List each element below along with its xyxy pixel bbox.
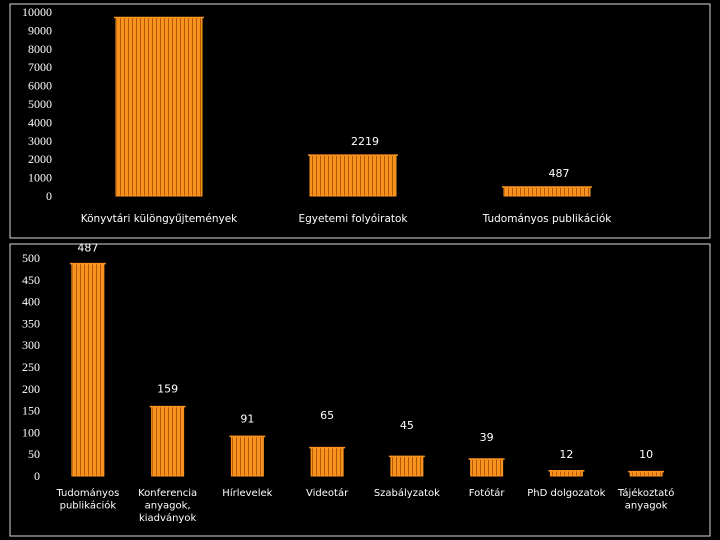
- y-tick-label: 400: [22, 295, 40, 309]
- category-label-line: anyagok,: [145, 501, 191, 512]
- category-label-line: Hírlevelek: [222, 487, 272, 499]
- bar: [309, 154, 397, 197]
- y-tick-label: 100: [22, 425, 40, 439]
- category-label-line: Fotótár: [469, 487, 506, 499]
- data-label: 12: [559, 448, 573, 461]
- y-tick-label: 0: [34, 469, 40, 483]
- bar: [390, 455, 424, 477]
- bar: [115, 17, 203, 197]
- category-label: Konferencia anyagok, kiadványok: [138, 488, 197, 524]
- category-label-line: kiadványok: [139, 512, 196, 524]
- y-tick-label: 9000: [28, 23, 52, 37]
- data-label: 487: [77, 242, 98, 255]
- category-label-line: PhD dolgozatok: [527, 488, 605, 499]
- y-tick-label: 1000: [28, 171, 52, 185]
- bottom-chart: 0 50 100 150 200 250 300 350 400 450 500 487 Tudomán…: [9, 242, 711, 537]
- y-tick-label: 3000: [28, 134, 52, 148]
- category-label: Tudományos publikációk: [482, 213, 613, 225]
- y-tick-label: 50: [28, 447, 40, 461]
- category-label: Tudományos publikációk: [55, 487, 119, 512]
- y-tick-label: 350: [22, 316, 40, 330]
- bar: [549, 470, 583, 477]
- category-label-line: Szabályzatok: [374, 487, 440, 499]
- plot-frame: [9, 3, 711, 239]
- y-tick-label: 250: [22, 360, 40, 374]
- bar: [470, 458, 504, 477]
- category-label-line: publikációk: [60, 500, 117, 512]
- y-tick-label: 150: [22, 404, 40, 418]
- category-label: Könyvtári különgyűjtemények: [81, 213, 238, 225]
- y-tick-label: 2000: [28, 152, 52, 166]
- data-label: 10: [639, 448, 653, 461]
- y-tick-label: 6000: [28, 79, 52, 93]
- data-label: 159: [157, 383, 178, 396]
- bar: [230, 435, 264, 477]
- data-label: 39: [480, 431, 494, 444]
- top-chart: 0 1000 2000 3000 4000 5000 6000 7000 8000 9000 100…: [9, 3, 711, 239]
- bar: [310, 447, 344, 477]
- data-label: 487: [549, 167, 570, 180]
- y-tick-label: 450: [22, 273, 40, 287]
- y-tick-label: 5000: [28, 97, 52, 111]
- category-label: Szabályzatok: [374, 487, 440, 499]
- category-label-line: Tájékoztató: [617, 487, 674, 499]
- data-label: 2219: [351, 135, 379, 148]
- data-label: 65: [320, 409, 334, 422]
- bar: [71, 263, 105, 477]
- category-label-line: Tudományos publikációk: [482, 213, 613, 225]
- category-label: PhD dolgozatok: [527, 488, 605, 499]
- y-tick-label: 10000: [22, 5, 52, 19]
- bar: [503, 186, 591, 197]
- category-label: Hírlevelek: [222, 487, 272, 499]
- category-label: Videotár: [306, 487, 349, 499]
- plot-frame: [9, 243, 711, 537]
- category-label-line: Könyvtári különgyűjtemények: [81, 213, 238, 225]
- y-tick-label: 300: [22, 338, 40, 352]
- category-label: Fotótár: [469, 487, 506, 499]
- category-label: Tájékoztató anyagok: [617, 487, 674, 512]
- y-tick-label: 0: [46, 189, 52, 203]
- category-label-line: Tudományos: [55, 487, 119, 499]
- category-label-line: Egyetemi folyóiratok: [299, 213, 409, 225]
- category-label-line: anyagok: [625, 501, 668, 512]
- category-label-line: Konferencia: [138, 488, 197, 499]
- data-label: 45: [400, 419, 414, 432]
- y-tick-label: 8000: [28, 42, 52, 56]
- y-tick-label: 500: [22, 251, 40, 265]
- category-label-line: Videotár: [306, 487, 349, 499]
- y-tick-label: 4000: [28, 115, 52, 129]
- category-label: Egyetemi folyóiratok: [299, 213, 409, 225]
- y-tick-label: 7000: [28, 60, 52, 74]
- data-label: 91: [240, 412, 254, 425]
- y-tick-label: 200: [22, 382, 40, 396]
- bar: [151, 406, 185, 477]
